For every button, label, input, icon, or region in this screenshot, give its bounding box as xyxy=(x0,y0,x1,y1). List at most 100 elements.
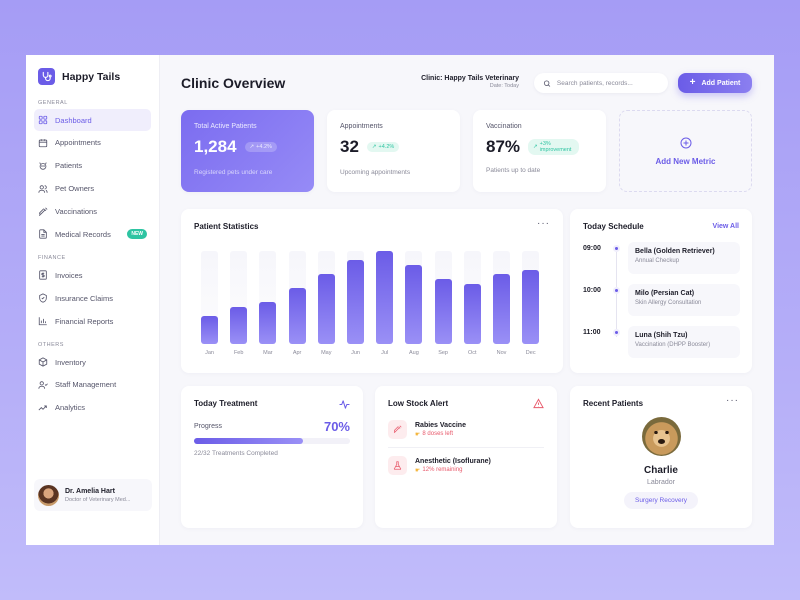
bar xyxy=(230,306,248,344)
bar xyxy=(288,288,306,344)
avatar xyxy=(38,484,59,506)
today-treatment-card: Today Treatment Progress 70% 22/32 Treat… xyxy=(181,386,363,528)
user-profile[interactable]: Dr. Amelia Hart Doctor of Veterinary Med… xyxy=(34,479,152,511)
sidebar-item-vaccinations[interactable]: Vaccinations xyxy=(34,201,151,223)
section-label-finance: FINANCE xyxy=(38,255,66,262)
sidebar-item-invoices[interactable]: Invoices xyxy=(34,264,151,286)
stethoscope-logo-icon xyxy=(38,68,55,85)
schedule-time: 11:00 xyxy=(583,329,601,336)
add-patient-button[interactable]: + Add Patient xyxy=(678,73,752,93)
stat-card-vaccination[interactable]: Vaccination 87% ↗ +3% improvement Patients… xyxy=(473,110,606,192)
sidebar-item-staff-management[interactable]: Staff Management xyxy=(34,374,151,396)
recent-patient[interactable]: Charlie Labrador Surgery Recovery xyxy=(583,417,739,509)
sidebar-item-dashboard[interactable]: Dashboard xyxy=(34,109,151,131)
sidebar-item-label: Appointments xyxy=(55,138,101,148)
sidebar-item-analytics[interactable]: Analytics xyxy=(34,397,151,419)
user-role: Doctor of Veterinary Med... xyxy=(65,496,131,503)
plus-circle-icon xyxy=(680,137,691,148)
add-metric-label: Add New Metric xyxy=(655,156,716,166)
bar-chart-icon xyxy=(38,316,48,326)
schedule-item: 11:00 Luna (Shih Tzu) Vaccination (DHPP … xyxy=(583,326,741,358)
calendar-icon xyxy=(38,138,48,148)
schedule-time: 09:00 xyxy=(583,245,601,252)
trend-icon xyxy=(38,403,48,413)
more-options-icon[interactable]: ··· xyxy=(537,218,550,229)
brand[interactable]: Happy Tails xyxy=(34,67,151,86)
box-icon xyxy=(38,357,48,367)
main-content: Clinic Overview Clinic: Happy Tails Vete… xyxy=(160,55,774,545)
schedule-appointment[interactable]: Luna (Shih Tzu) Vaccination (DHPP Booste… xyxy=(628,326,740,358)
card-title: Low Stock Alert xyxy=(388,399,449,408)
sidebar-item-label: Analytics xyxy=(55,403,86,413)
bar xyxy=(376,251,394,344)
clinic-info: Clinic: Happy Tails Veterinary Date: Tod… xyxy=(421,75,519,89)
stock-name: Anesthetic (Isoflurane) xyxy=(415,457,491,465)
document-icon xyxy=(38,229,48,240)
bar xyxy=(493,274,510,344)
bar xyxy=(201,316,218,344)
pet-name: Charlie xyxy=(644,465,678,476)
sidebar-item-appointments[interactable]: Appointments xyxy=(34,132,151,154)
search-input[interactable] xyxy=(556,79,659,87)
today-schedule-card: Today Schedule View All 09:00 Bella (Gol… xyxy=(570,209,752,373)
stat-subtitle: Upcoming appointments xyxy=(340,169,411,176)
bar xyxy=(463,283,481,344)
sidebar-item-financial-reports[interactable]: Financial Reports xyxy=(34,310,151,332)
sidebar-item-label: Pet Owners xyxy=(55,184,95,194)
stock-item[interactable]: Rabies Vaccine ☛ 8 doses left xyxy=(388,414,544,445)
sidebar-item-insurance-claims[interactable]: Insurance Claims xyxy=(34,287,151,309)
sidebar-item-label: Inventory xyxy=(55,357,86,367)
bar xyxy=(522,269,540,344)
schedule-appointment[interactable]: Milo (Persian Cat) Skin Allergy Consulta… xyxy=(628,284,740,316)
card-title: Today Treatment xyxy=(194,399,258,408)
sidebar-item-medical-records[interactable]: Medical Records NEW xyxy=(34,223,151,245)
schedule-appointment[interactable]: Bella (Golden Retriever) Annual Checkup xyxy=(628,242,740,274)
syringe-icon xyxy=(38,207,48,217)
x-axis-label: Jan xyxy=(205,350,214,356)
stat-value: 32 xyxy=(340,137,359,156)
user-name: Dr. Amelia Hart xyxy=(65,487,115,495)
x-axis-label: May xyxy=(321,350,332,356)
add-patient-label: Add Patient xyxy=(701,79,741,87)
pet-avatar xyxy=(641,417,681,456)
sidebar-item-patients[interactable]: Patients xyxy=(34,155,151,177)
sidebar-item-label: Insurance Claims xyxy=(55,293,113,303)
x-axis-label: Sep xyxy=(438,350,448,356)
sidebar-item-inventory[interactable]: Inventory xyxy=(34,351,151,373)
clinic-name: Clinic: Happy Tails Veterinary xyxy=(421,75,519,82)
flask-icon xyxy=(388,456,407,475)
stat-value: 1,284 xyxy=(194,137,237,156)
stock-name: Rabies Vaccine xyxy=(415,421,466,429)
stat-label: Total Active Patients xyxy=(194,123,257,130)
more-options-icon[interactable]: ··· xyxy=(726,395,739,406)
schedule-time: 10:00 xyxy=(583,287,601,294)
schedule-pet-name: Luna (Shih Tzu) xyxy=(635,332,688,339)
sidebar-item-pet-owners[interactable]: Pet Owners xyxy=(34,178,151,200)
pointer-icon: ☛ xyxy=(415,431,421,438)
stat-card-total-patients[interactable]: Total Active Patients 1,284 ↗ +4.2% Regis… xyxy=(181,110,314,192)
add-new-metric-button[interactable]: Add New Metric xyxy=(619,110,752,192)
sidebar-item-label: Invoices xyxy=(55,270,83,280)
status-badge: Surgery Recovery xyxy=(623,492,699,509)
clinic-date: Date: Today xyxy=(489,83,519,89)
brand-name: Happy Tails xyxy=(62,70,121,83)
bar xyxy=(317,274,335,344)
stat-card-appointments[interactable]: Appointments 32 ↗ +4.2% Upcoming appointm… xyxy=(327,110,460,192)
trend-badge: ↗ +3% improvement xyxy=(528,138,580,156)
paw-icon xyxy=(38,161,48,171)
stock-item[interactable]: Anesthetic (Isoflurane) ☛ 12% remaining xyxy=(388,447,544,481)
pointer-icon: ☛ xyxy=(415,467,421,474)
syringe-icon xyxy=(388,420,407,439)
grid-icon xyxy=(38,115,48,125)
stat-label: Appointments xyxy=(340,123,383,130)
page-title: Clinic Overview xyxy=(181,75,286,91)
x-axis-label: Oct xyxy=(468,350,477,356)
view-all-link[interactable]: View All xyxy=(712,223,739,230)
x-axis-label: Aug xyxy=(408,350,419,356)
x-axis-label: Apr xyxy=(292,350,302,356)
search-bar[interactable] xyxy=(534,73,668,93)
x-axis-label: Nov xyxy=(496,350,507,356)
x-axis-label: Jun xyxy=(351,350,360,356)
card-title: Today Schedule xyxy=(583,222,644,231)
low-stock-alert-card: Low Stock Alert Rabies Vaccine ☛ 8 doses … xyxy=(375,386,557,528)
